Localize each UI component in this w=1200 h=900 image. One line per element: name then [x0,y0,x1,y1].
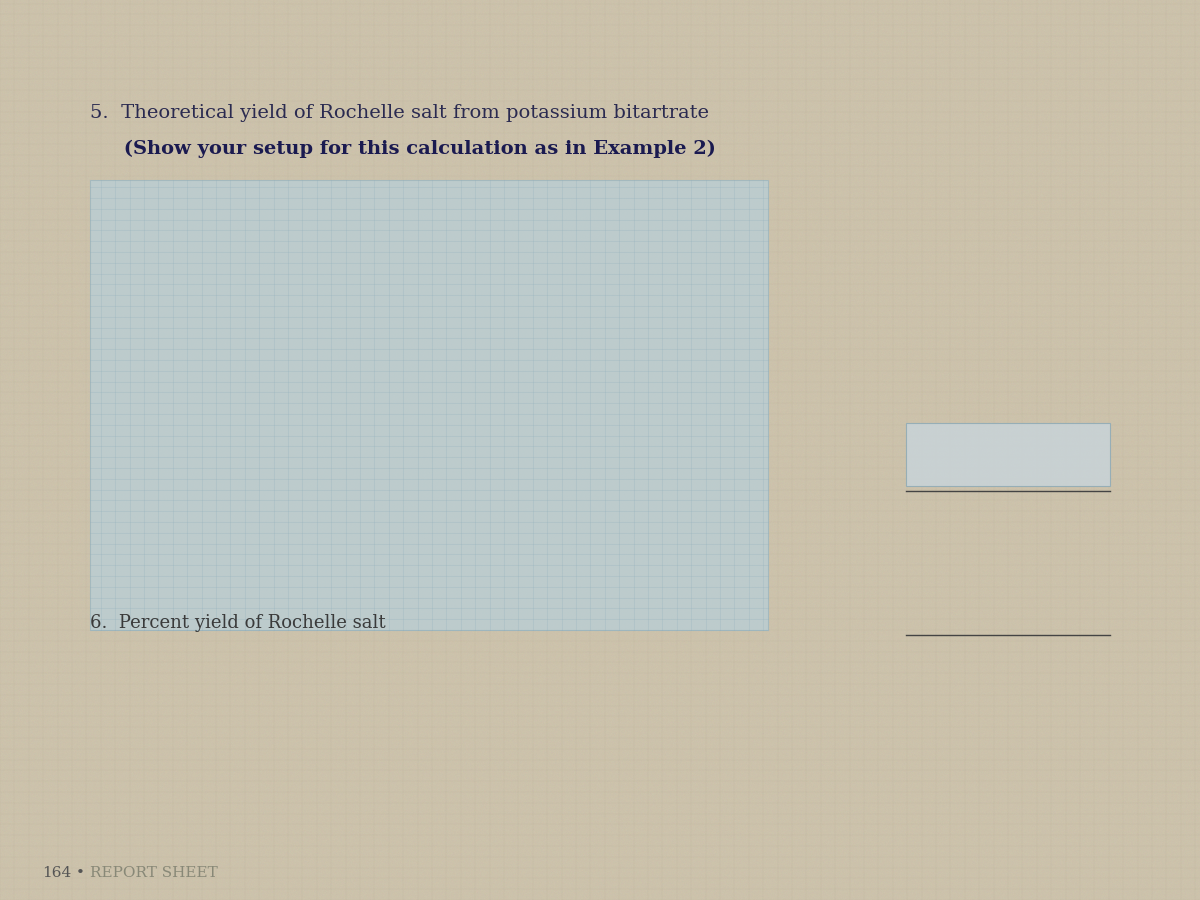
Text: 6.  Percent yield of Rochelle salt: 6. Percent yield of Rochelle salt [90,614,385,632]
Text: 5.  Theoretical yield of Rochelle salt from potassium bitartrate: 5. Theoretical yield of Rochelle salt fr… [90,104,709,122]
Bar [906,423,1110,486]
Bar [90,180,768,630]
Text: (Show your setup for this calculation as in Example 2): (Show your setup for this calculation as… [90,140,716,158]
Text: •: • [76,866,84,880]
Text: 164: 164 [42,866,71,880]
Text: REPORT SHEET: REPORT SHEET [90,866,217,880]
